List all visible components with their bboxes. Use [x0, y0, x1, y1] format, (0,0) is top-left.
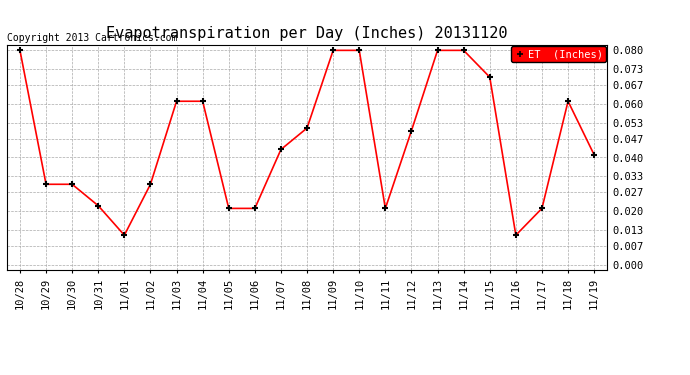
Title: Evapotranspiration per Day (Inches) 20131120: Evapotranspiration per Day (Inches) 2013…	[106, 26, 508, 41]
Text: Copyright 2013 Cartronics.com: Copyright 2013 Cartronics.com	[7, 33, 177, 43]
Legend: ET  (Inches): ET (Inches)	[511, 46, 606, 62]
